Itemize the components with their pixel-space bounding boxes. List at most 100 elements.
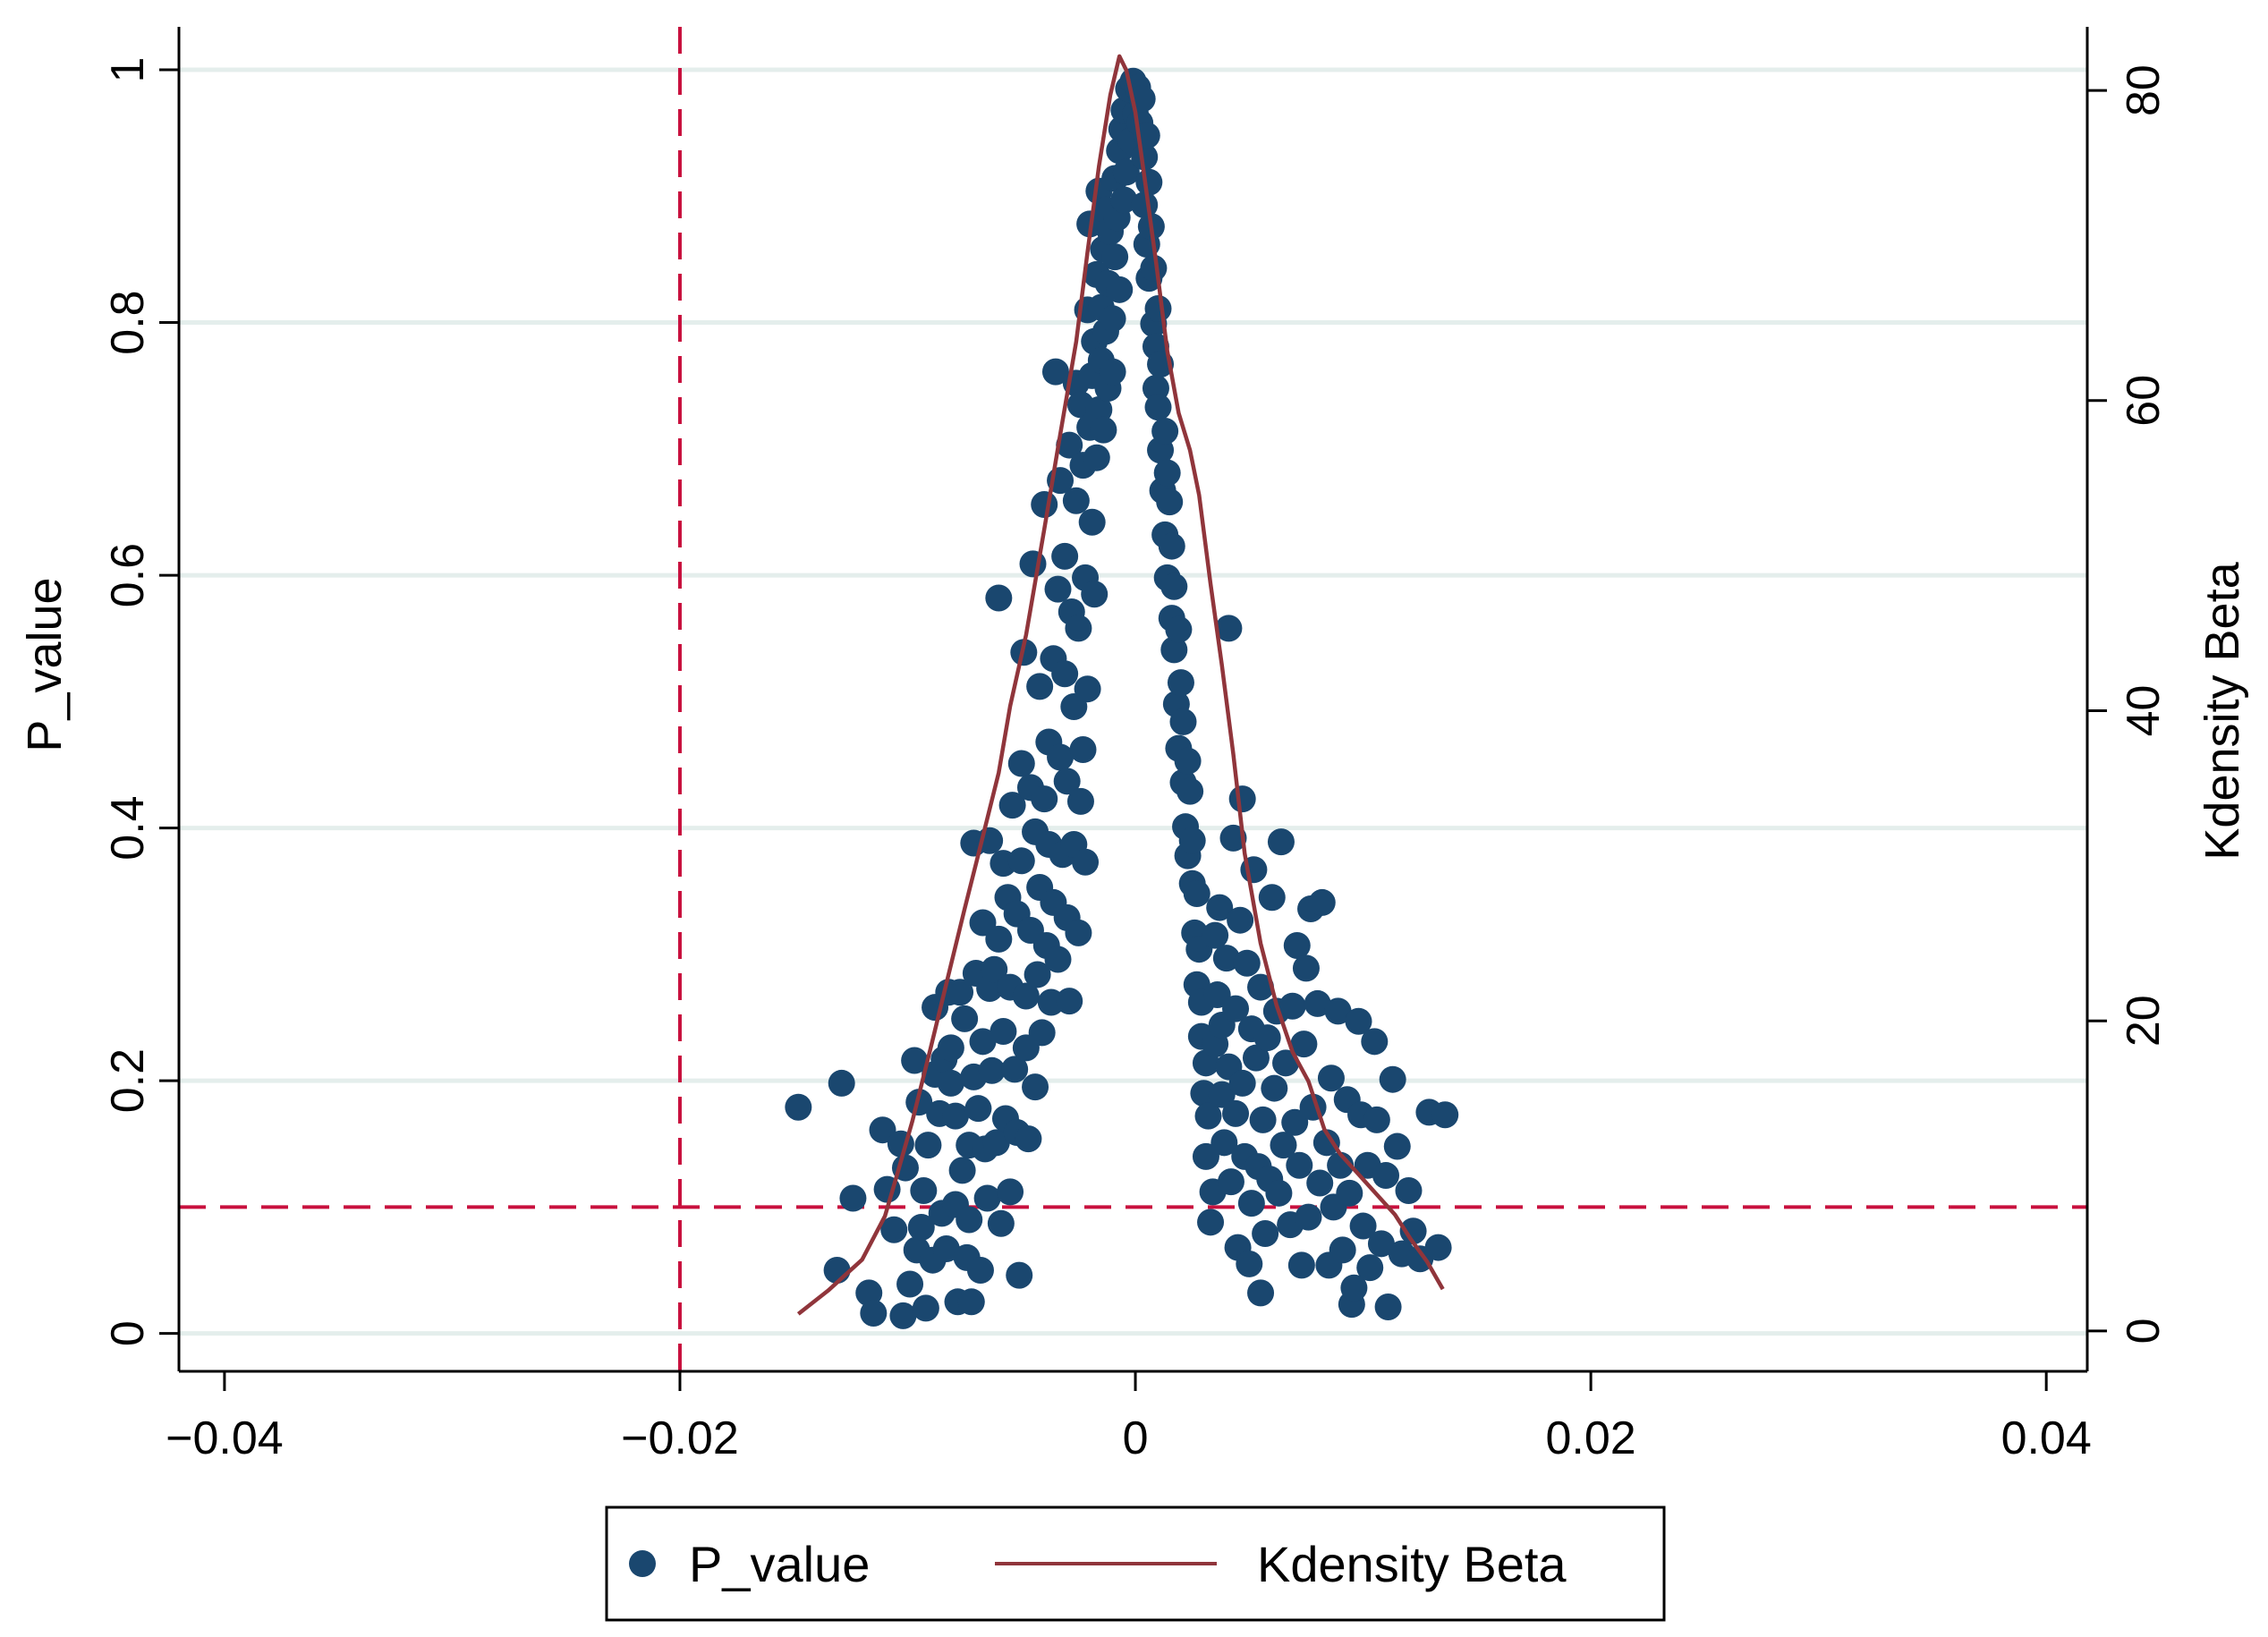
data-point bbox=[1281, 1108, 1309, 1136]
data-point bbox=[1317, 1064, 1345, 1092]
data-point bbox=[987, 1209, 1015, 1237]
data-point bbox=[1267, 828, 1295, 856]
data-point bbox=[828, 1069, 855, 1097]
data-point bbox=[1327, 1151, 1355, 1179]
data-point bbox=[1242, 1044, 1270, 1072]
data-point bbox=[1066, 787, 1094, 815]
data-point bbox=[1217, 1168, 1244, 1196]
data-point bbox=[1015, 1125, 1042, 1153]
data-point bbox=[1053, 768, 1081, 795]
data-point bbox=[1019, 550, 1047, 578]
data-point bbox=[1031, 785, 1058, 813]
x-tick-label: 0 bbox=[1123, 1412, 1149, 1464]
data-point bbox=[1228, 1069, 1256, 1097]
legend-label-kdensity: Kdensity Beta bbox=[1257, 1536, 1567, 1592]
data-point bbox=[985, 925, 1013, 953]
data-point bbox=[1062, 487, 1090, 514]
data-point bbox=[1174, 747, 1202, 775]
legend-label-p-value: P_value bbox=[689, 1536, 870, 1592]
data-point bbox=[1176, 777, 1204, 805]
data-point bbox=[1151, 418, 1179, 445]
data-point bbox=[1219, 824, 1247, 852]
data-point bbox=[1308, 888, 1336, 916]
data-point bbox=[1131, 143, 1159, 171]
data-point bbox=[1001, 1056, 1029, 1083]
data-point bbox=[1056, 431, 1083, 459]
data-point bbox=[1160, 636, 1188, 664]
data-point bbox=[1022, 1073, 1049, 1101]
scatter-points bbox=[785, 67, 1459, 1329]
data-point bbox=[1227, 906, 1254, 934]
data-point bbox=[1206, 894, 1234, 921]
data-point bbox=[839, 1184, 867, 1212]
data-point bbox=[951, 1005, 979, 1032]
y-tick-label: 1 bbox=[102, 57, 154, 83]
y-axis-title: P_value bbox=[18, 577, 72, 751]
data-point bbox=[1078, 508, 1106, 536]
data-point bbox=[1349, 1212, 1377, 1240]
data-point bbox=[1292, 954, 1320, 982]
data-point bbox=[1278, 992, 1306, 1020]
y2-axis-title: Kdensity Beta bbox=[2196, 561, 2249, 860]
data-point bbox=[966, 1256, 994, 1284]
data-point bbox=[1290, 1031, 1318, 1058]
data-point bbox=[985, 584, 1013, 612]
data-point bbox=[1233, 949, 1261, 977]
data-point bbox=[1249, 1106, 1277, 1133]
data-point bbox=[1236, 1250, 1263, 1277]
data-point bbox=[1106, 276, 1134, 303]
data-point bbox=[855, 1279, 883, 1307]
data-point bbox=[941, 1102, 969, 1130]
data-point bbox=[1286, 1151, 1313, 1179]
data-point bbox=[1252, 1220, 1279, 1248]
data-point bbox=[1072, 848, 1100, 876]
data-point bbox=[1051, 542, 1079, 570]
data-point bbox=[1208, 1081, 1236, 1108]
data-point bbox=[1345, 1007, 1372, 1035]
data-point bbox=[1044, 946, 1072, 973]
data-point bbox=[1356, 1254, 1384, 1282]
data-point bbox=[978, 1056, 1006, 1084]
data-point bbox=[1197, 1209, 1225, 1236]
data-point bbox=[937, 1034, 964, 1062]
data-point bbox=[1283, 931, 1311, 959]
data-point bbox=[1304, 989, 1331, 1017]
data-point bbox=[1158, 532, 1185, 560]
data-point bbox=[1069, 736, 1097, 764]
data-point bbox=[907, 1213, 935, 1241]
y-tick-label: 0.8 bbox=[102, 290, 154, 354]
data-point bbox=[1295, 1203, 1322, 1231]
data-point bbox=[1424, 1234, 1452, 1261]
data-point bbox=[1210, 1129, 1238, 1157]
data-point bbox=[1247, 973, 1275, 1001]
data-point bbox=[1112, 158, 1140, 186]
y2-tick-label: 60 bbox=[2118, 375, 2170, 427]
y-tick-label: 0.2 bbox=[102, 1048, 154, 1113]
data-point bbox=[1379, 1065, 1406, 1093]
data-point bbox=[1383, 1132, 1411, 1160]
data-point bbox=[1012, 982, 1040, 1010]
y2-tick-label: 40 bbox=[2118, 685, 2170, 737]
data-point bbox=[823, 1256, 851, 1284]
y2-tick-label: 80 bbox=[2118, 64, 2170, 116]
data-point bbox=[1306, 1169, 1334, 1197]
data-point bbox=[1065, 919, 1092, 946]
data-point bbox=[1431, 1101, 1459, 1129]
data-point bbox=[880, 1216, 908, 1243]
data-point bbox=[1007, 847, 1035, 875]
data-point bbox=[982, 1129, 1010, 1157]
y-tick-label: 0 bbox=[102, 1320, 154, 1346]
data-point bbox=[912, 1294, 939, 1322]
data-point bbox=[1135, 168, 1163, 196]
data-point bbox=[1395, 1176, 1423, 1204]
axes: −0.04 −0.02 0 0.02 0.04 0 0.2 0.4 0.6 0.8 1 0 20 40 60… bbox=[102, 27, 2170, 1464]
data-point bbox=[896, 1270, 924, 1298]
data-point bbox=[1041, 358, 1069, 386]
reference-lines bbox=[179, 27, 2087, 1371]
data-point bbox=[1258, 884, 1286, 912]
data-point bbox=[1363, 1106, 1390, 1133]
data-point bbox=[1167, 669, 1194, 697]
data-point bbox=[1372, 1162, 1400, 1190]
data-point bbox=[1329, 1236, 1356, 1264]
data-point bbox=[1265, 1179, 1293, 1207]
